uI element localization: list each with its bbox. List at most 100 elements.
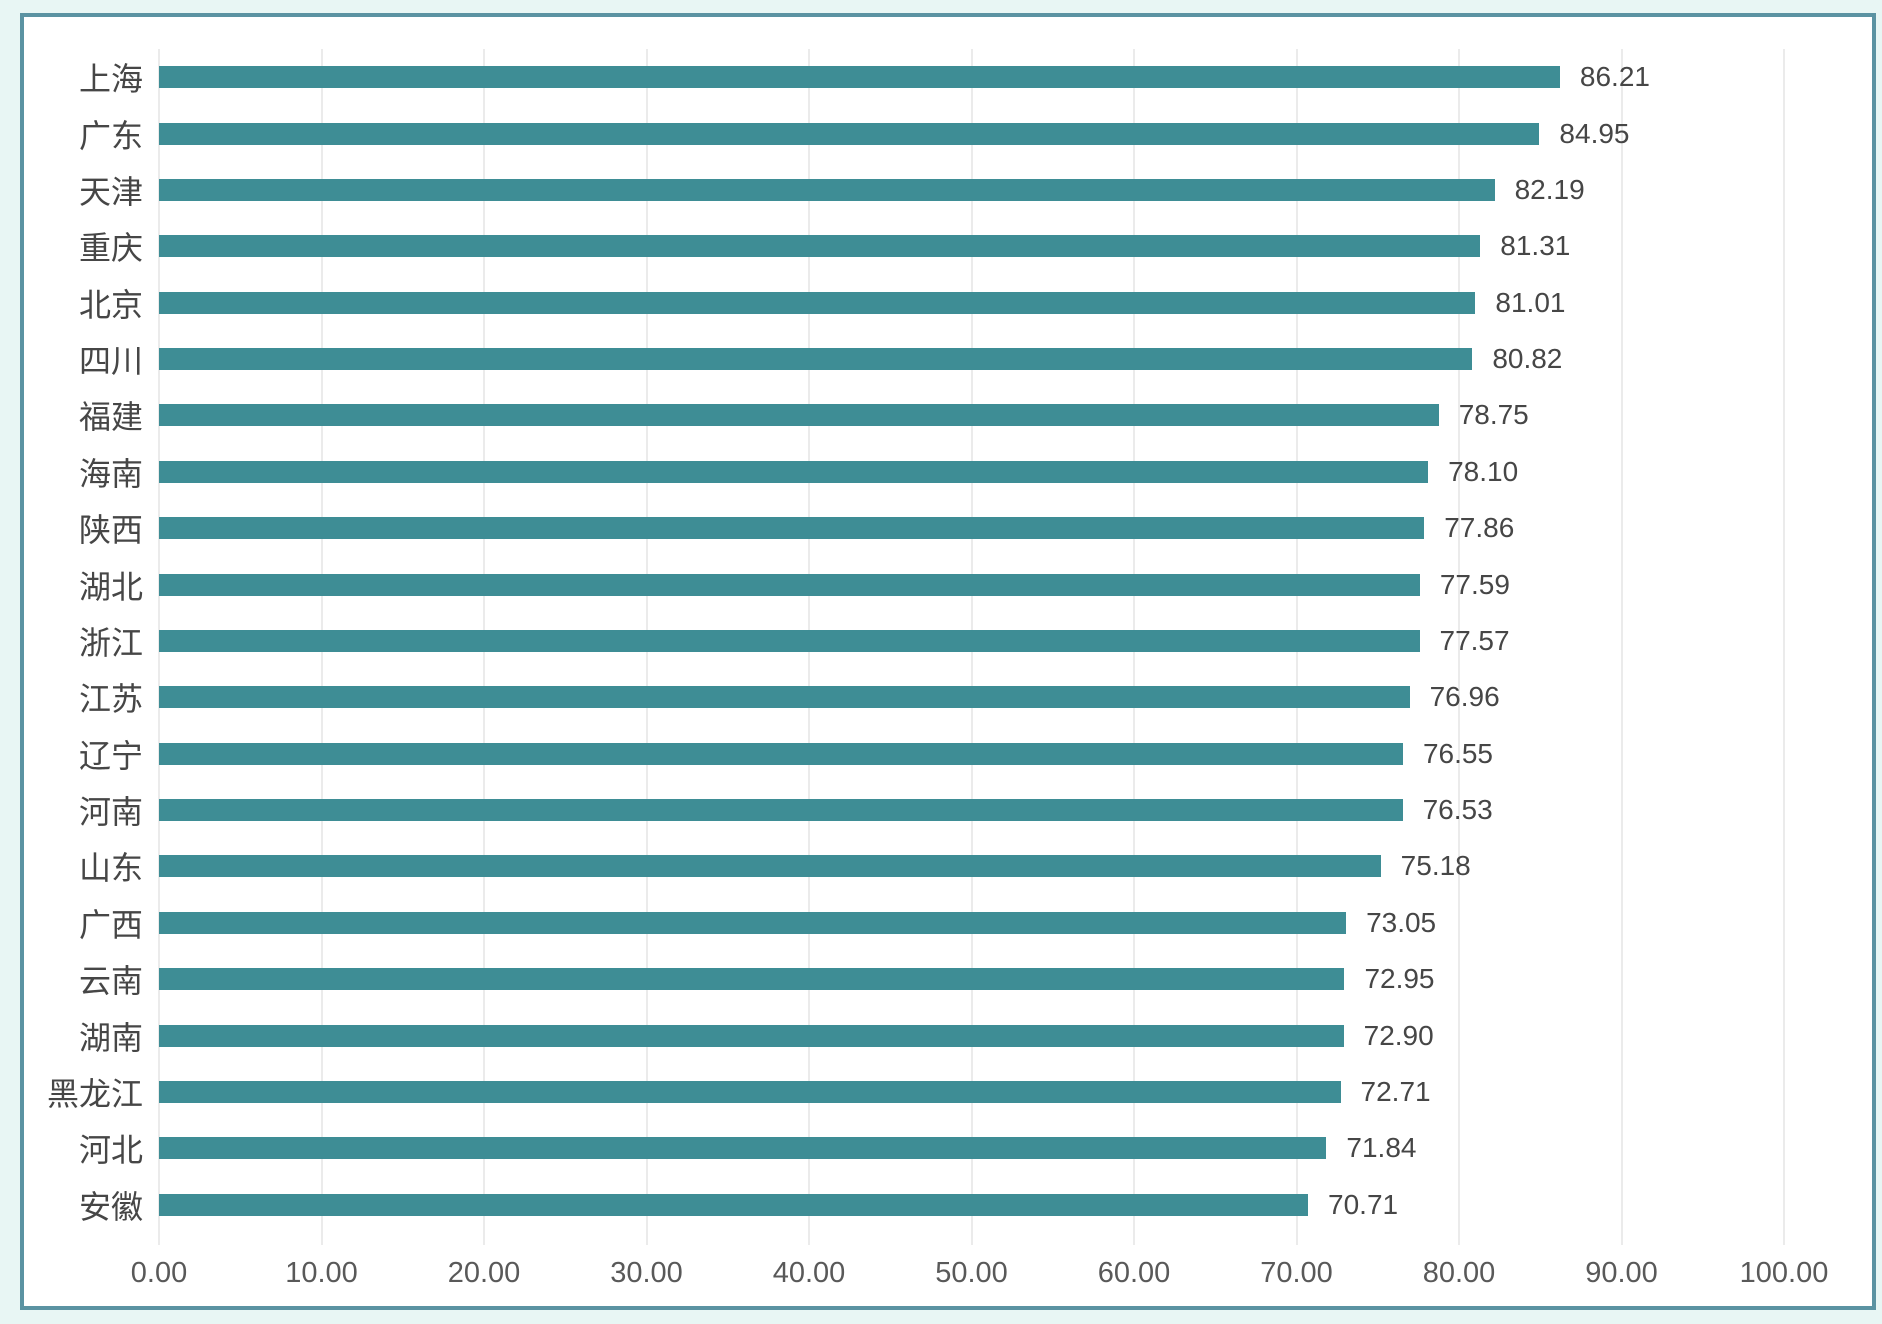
value-label: 77.57 [1439,624,1510,656]
bar-row: 辽宁 76.55 [79,726,1784,782]
bar-row: 云南 72.95 [79,951,1784,1007]
value-label: 81.01 [1495,286,1566,318]
x-tick-label: 10.00 [285,1257,358,1289]
chart-frame: 上海 86.21 广东 84.95 天津 82.19 重庆 81.31 北京 81.01 四川 80.… [20,13,1876,1310]
bar [159,235,1481,258]
bar [159,968,1345,991]
x-tick-label: 100.00 [1739,1257,1829,1289]
value-label: 70.71 [1328,1188,1399,1220]
bar-row: 四川 80.82 [79,331,1784,387]
bar-row: 北京 81.01 [79,275,1784,331]
value-label: 76.55 [1422,737,1494,769]
bar-row: 湖北 77.59 [79,556,1784,612]
bar [159,66,1560,89]
category-label: 安徽 [78,1188,143,1225]
x-tick-label: 90.00 [1585,1257,1658,1289]
x-tick-label: 60.00 [1097,1257,1171,1289]
category-label: 河南 [78,794,143,831]
x-tick-label: 20.00 [447,1257,521,1289]
bar [159,629,1420,652]
value-label: 78.10 [1448,455,1519,487]
bar-row: 江苏 76.96 [79,669,1784,725]
bar [159,517,1425,540]
bar-row: 重庆 81.31 [79,218,1784,274]
category-label: 江苏 [78,681,143,718]
x-tick-label: 50.00 [935,1257,1008,1289]
category-label: 山东 [78,850,143,887]
value-label: 81.31 [1500,230,1571,262]
bar [159,911,1347,934]
bar-row: 福建 78.75 [79,387,1784,443]
value-label: 78.75 [1458,399,1529,431]
value-label: 72.71 [1360,1075,1431,1107]
value-label: 76.53 [1422,794,1493,826]
bar-row: 山东 75.18 [79,838,1784,894]
value-label: 75.18 [1400,850,1471,882]
value-label: 80.82 [1492,343,1563,375]
value-label: 72.95 [1364,963,1435,995]
category-label: 四川 [78,343,143,380]
bar [159,291,1476,314]
category-label: 河北 [78,1132,143,1169]
gridline [1458,49,1460,1245]
value-label: 86.21 [1579,61,1650,93]
bar [159,855,1381,878]
bar [159,404,1439,427]
category-label: 海南 [78,455,143,492]
bar-row: 广西 73.05 [79,895,1784,951]
bar [159,348,1473,371]
category-label: 广西 [78,906,143,943]
bar [159,686,1410,709]
value-label: 77.86 [1444,512,1515,544]
x-tick-label: 30.00 [610,1257,683,1289]
gridline [1620,49,1623,1245]
bar-row: 陕西 77.86 [79,500,1784,556]
bar-row: 湖南 72.90 [79,1007,1784,1063]
bar-rows: 上海 86.21 广东 84.95 天津 82.19 重庆 81.31 北京 81.01 四川 80.… [47,49,1784,1233]
value-label: 72.90 [1363,1019,1434,1051]
bar-row: 广东 84.95 [79,105,1784,161]
x-tick-label: 0.00 [130,1257,188,1289]
x-axis: 0.00 10.00 20.00 30.00 40.00 50.00 60.00 70.00 8… [131,1257,1829,1297]
bar-row: 河北 71.84 [79,1120,1784,1176]
category-label: 黑龙江 [46,1075,143,1112]
value-label: 71.84 [1346,1132,1417,1164]
bar-row: 海南 78.10 [79,444,1784,500]
bar-row: 安徽 70.71 [79,1177,1784,1233]
category-label: 重庆 [78,230,143,267]
bar [159,1080,1341,1103]
bar-row: 天津 82.19 [79,162,1784,218]
bar [159,742,1403,765]
category-label: 辽宁 [78,737,143,774]
bar-row: 河南 76.53 [79,782,1784,838]
bar [159,1137,1327,1160]
category-label: 浙江 [78,624,143,661]
bar [159,460,1429,483]
bar [159,799,1403,822]
value-label: 82.19 [1514,173,1585,205]
bar-row: 浙江 77.57 [79,613,1784,669]
x-tick-label: 80.00 [1422,1257,1496,1289]
bar [159,1024,1344,1047]
bar [159,178,1495,201]
bar-row: 黑龙江 72.71 [47,1064,1784,1120]
value-label: 84.95 [1559,117,1630,149]
category-label: 云南 [78,963,143,1000]
category-label: 湖北 [78,568,143,605]
category-label: 陕西 [78,512,143,549]
value-label: 76.96 [1429,681,1500,713]
gridline [1783,49,1785,1245]
category-label: 上海 [78,61,143,98]
bar [159,1193,1309,1216]
value-label: 77.59 [1439,568,1510,600]
category-label: 天津 [78,173,143,210]
bar-row: 上海 86.21 [79,49,1784,105]
category-label: 湖南 [78,1019,143,1056]
bar [159,122,1540,145]
x-tick-label: 40.00 [772,1257,846,1289]
category-label: 北京 [78,286,143,323]
value-label: 73.05 [1366,906,1437,938]
bar [159,573,1420,596]
x-tick-label: 70.00 [1260,1257,1333,1289]
